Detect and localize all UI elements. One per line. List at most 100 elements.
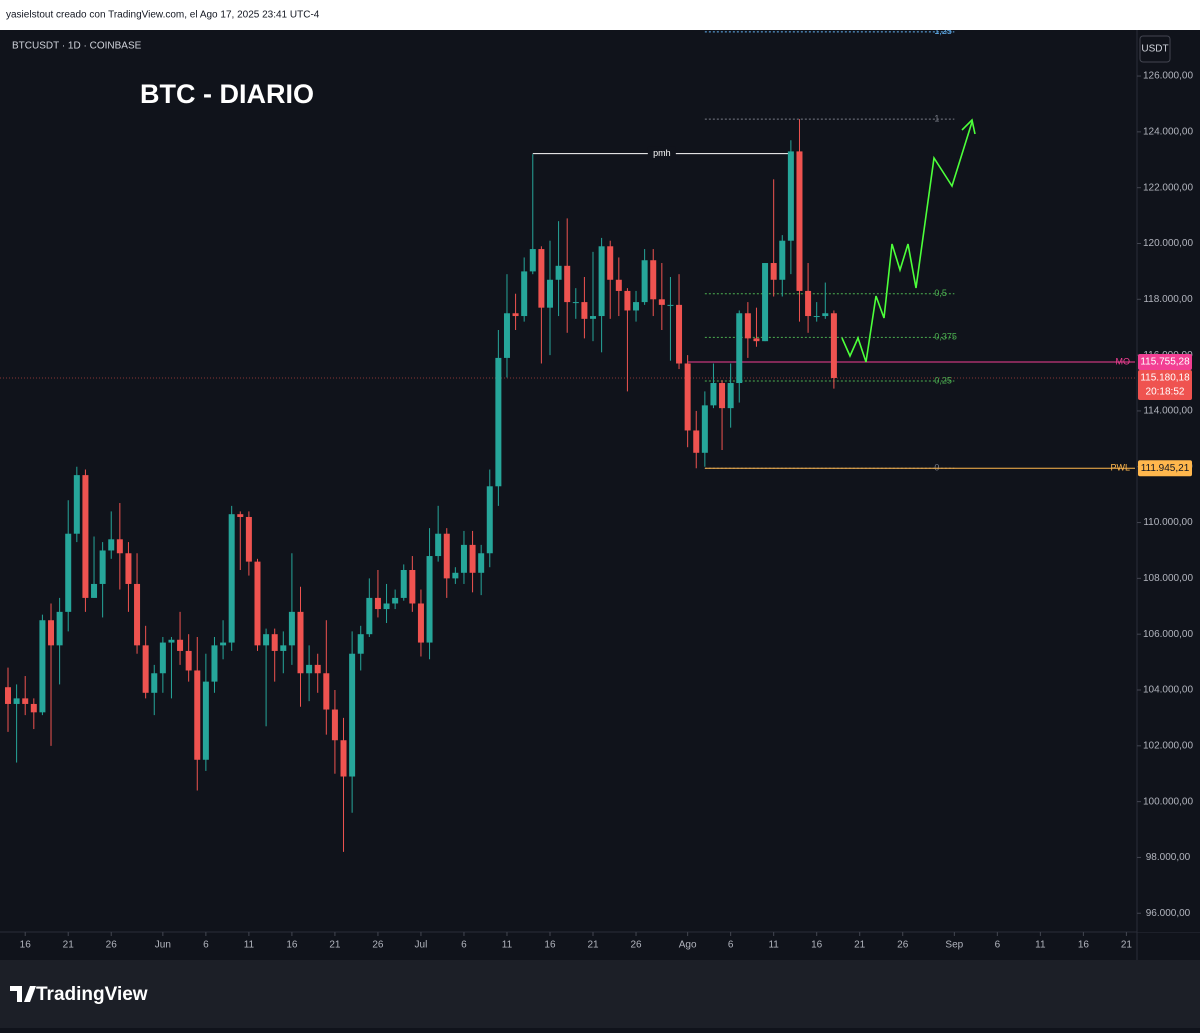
level-name: PWL [1110,463,1130,473]
candle [805,263,812,333]
candle-body [512,313,519,317]
candle [452,567,459,584]
y-tick-label: 122.000,00 [1143,182,1193,193]
candle-body [529,249,536,272]
fib-level-label: 1,25 [934,26,952,36]
candle-body [822,313,829,317]
x-tick-label: 6 [203,940,209,951]
candle [667,276,674,361]
y-tick-label: 98.000,00 [1146,852,1191,863]
candle [555,221,562,317]
candle [323,620,330,735]
candle-body [719,383,726,409]
candle-body [134,583,141,646]
candle [39,614,46,716]
candle-body [108,539,115,551]
candle-body [331,709,338,741]
candle-body [581,302,588,319]
candle-body [503,313,510,358]
header-band [0,0,1200,30]
candle [590,251,597,342]
candle [417,589,424,657]
currency-button[interactable] [1139,35,1171,63]
y-tick-label: 108.000,00 [1143,573,1193,584]
candle [615,257,622,317]
candle-body [538,249,545,308]
candle-body [701,405,708,453]
candle [693,410,700,469]
x-tick-label: Sep [945,940,963,951]
x-tick-label: Ago [679,940,697,951]
candle-body [392,597,399,604]
price-labels: 126.000,00 124.000,00 122.000,00 120.000,00… [1110,71,1193,919]
candle-body [633,302,640,311]
level-price-box [1138,460,1192,477]
x-tick-label: 11 [244,940,255,951]
candle [684,355,691,448]
candle-body [374,597,381,610]
candle [82,469,89,612]
candle-body [349,653,356,777]
candle-body [598,246,605,317]
x-tick-label: 21 [1121,940,1133,951]
x-tick-label: Jun [155,940,171,951]
candle [512,293,519,330]
y-tick-label: 110.000,00 [1143,517,1193,528]
candle [770,179,777,297]
fib-level-label: 0,375 [934,332,957,342]
candle-body [460,544,467,573]
candle-body [142,645,149,693]
candle [151,664,158,716]
y-tick-label: 104.000,00 [1143,685,1193,696]
projection [841,118,976,363]
candle-body [417,603,424,643]
candle [125,542,132,612]
candle-body [770,263,777,280]
candle [813,302,820,322]
fib-level-label: 1 [934,113,939,123]
header-text: yasielstout creado con TradingView.com, … [6,10,320,21]
candle [65,500,72,632]
pmh-label: pmh [653,148,671,158]
candle-body [710,383,717,406]
candle-body [762,263,769,342]
candle [822,282,829,319]
x-tick-label: 11 [502,940,513,951]
candle-body [495,357,502,487]
candle [529,154,536,275]
candle [521,257,528,322]
y-tick-label: 106.000,00 [1143,629,1193,640]
candle [762,263,769,342]
y-tick-label: 124.000,00 [1143,127,1193,138]
candle [478,544,485,596]
candle [435,505,442,562]
candle-body [426,556,433,643]
candle-body [607,246,614,280]
candle [796,119,803,322]
candle-body [572,302,579,304]
candle [91,536,98,598]
candle [624,288,631,392]
candle-body [254,561,261,646]
candle-body [211,645,218,682]
logo-mark [10,986,36,1002]
candle-body [288,611,295,646]
candle-body [280,645,287,651]
candle-body [185,650,192,671]
candle-body [245,516,252,562]
y-tick-label: 118.000,00 [1143,294,1193,305]
fib-level-label: 0 [934,463,939,473]
candle [48,603,55,746]
candle [30,698,37,730]
candle-body [297,611,304,674]
candle [245,511,252,576]
candle [633,290,640,322]
candle [168,636,175,699]
candle [460,530,467,584]
candle-body [13,698,20,704]
candle [99,542,106,618]
candle [211,636,218,693]
candle-body [813,316,820,318]
